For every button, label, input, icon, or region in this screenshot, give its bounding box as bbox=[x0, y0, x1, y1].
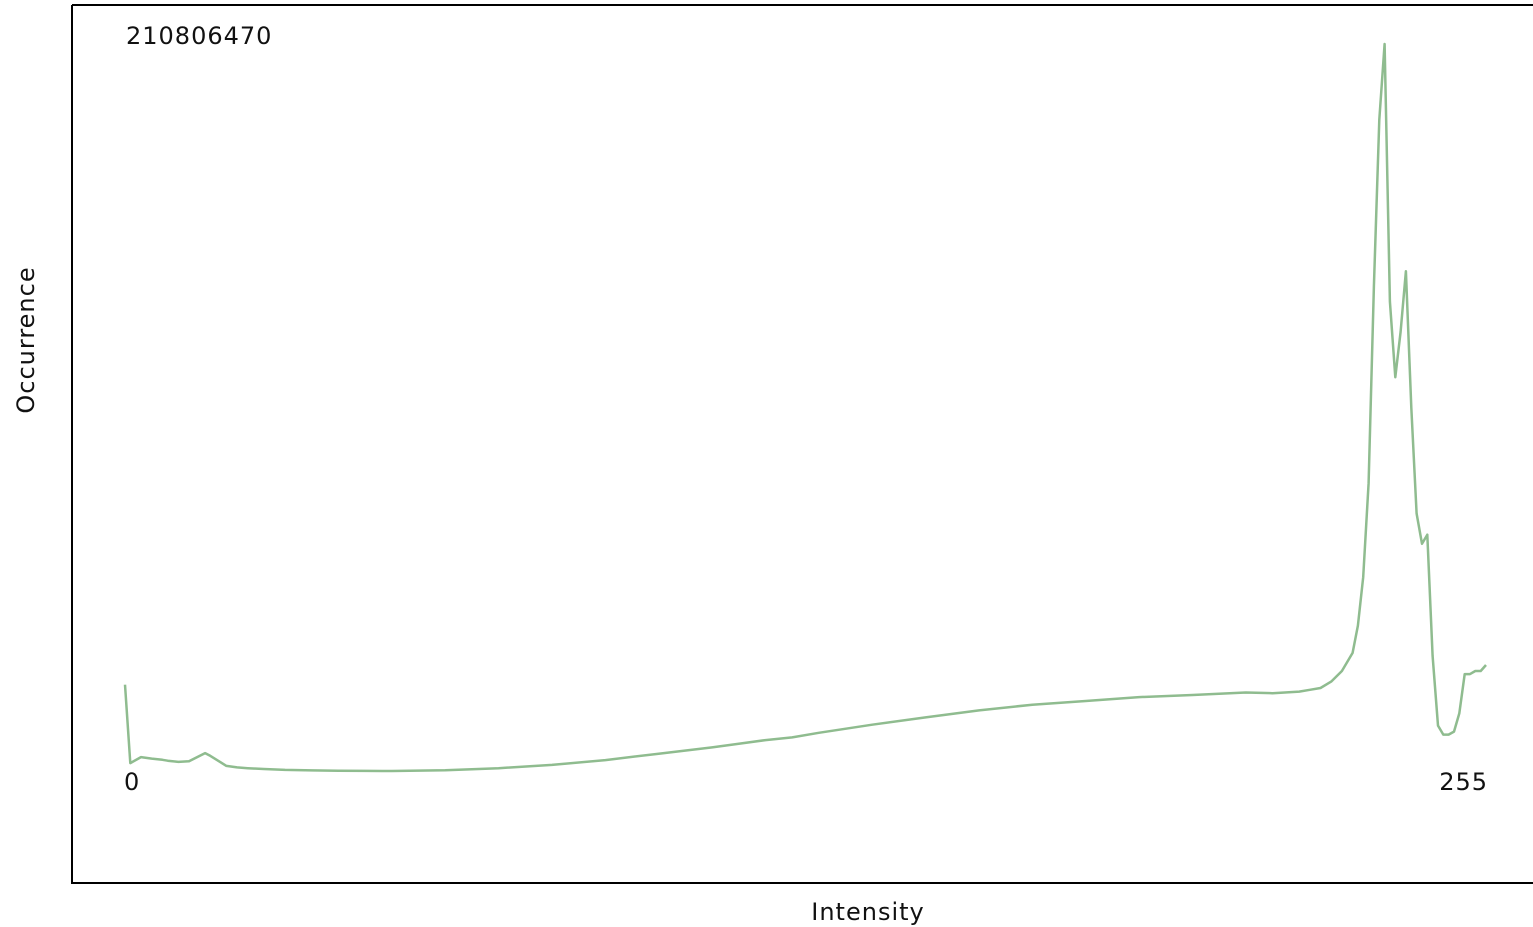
y-max-label: 210806470 bbox=[126, 22, 272, 50]
x-axis-label: Intensity bbox=[811, 898, 924, 926]
x-min-label: 0 bbox=[124, 768, 140, 796]
x-max-label: 255 bbox=[1439, 768, 1488, 796]
histogram-line bbox=[123, 42, 1487, 773]
y-axis-label: Occurrence bbox=[12, 266, 40, 413]
